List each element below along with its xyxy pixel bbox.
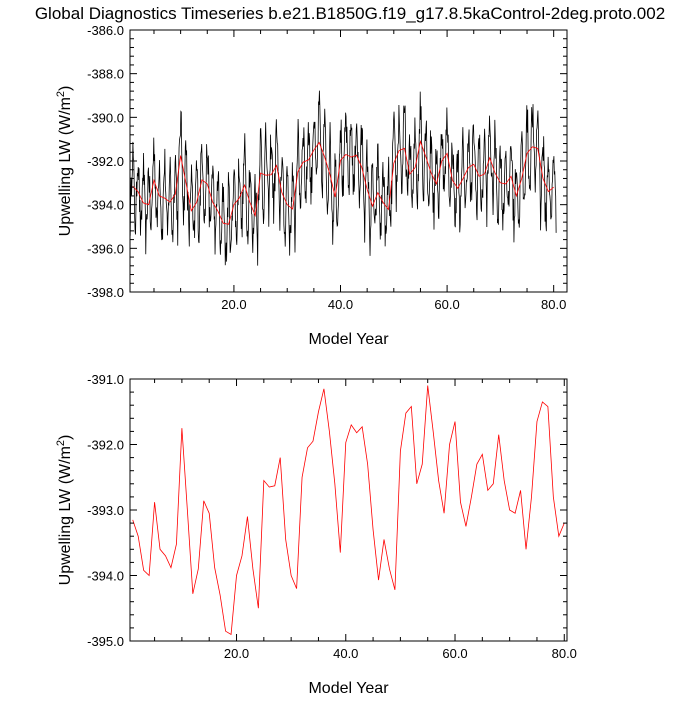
y-axis-label: Upwelling LW (W/m2) [55,435,74,586]
x-tick-label: 60.0 [442,646,467,661]
y-tick-label: -392.0 [87,438,124,453]
monthly-timeseries-panel: 20.0 40.0 60.0 80.0 -398.0 -396.0 -394.0 -392.0… [55,23,568,348]
x-tick-label: 60.0 [434,297,459,312]
x-tick-label: 80.0 [541,297,566,312]
y-tick-label: -394.0 [87,569,124,584]
y-axis-label: Upwelling LW (W/m2) [55,86,74,237]
annual-series-line [132,139,554,225]
annual-timeseries-panel: 20.0 40.0 60.0 80.0 -395.0 -394.0 -393.0 -392.0… [55,372,577,697]
y-tick-label: -393.0 [87,503,124,518]
y-tick-label: -398.0 [87,285,124,300]
y-tick-label: -396.0 [87,241,124,256]
x-axis-label: Model Year [308,680,389,697]
x-tick-label: 40.0 [328,297,353,312]
x-axis-label: Model Year [308,331,389,348]
x-tick-label: 20.0 [221,297,246,312]
x-tick-label: 20.0 [224,646,249,661]
annual-series-line [132,385,565,636]
y-tick-label: -388.0 [87,67,124,82]
x-tick-label: 40.0 [333,646,358,661]
y-tick-label: -395.0 [87,634,124,649]
monthly-series-line [130,90,557,266]
y-tick-label: -394.0 [87,198,124,213]
y-tick-label: -391.0 [87,372,124,387]
y-tick-label: -386.0 [87,23,124,38]
y-tick-label: -390.0 [87,110,124,125]
series-group [130,90,557,266]
y-tick-label: -392.0 [87,154,124,169]
series-group [132,385,565,636]
x-tick-label: 80.0 [552,646,577,661]
chart-title: Global Diagnostics Timeseries b.e21.B185… [35,4,665,23]
